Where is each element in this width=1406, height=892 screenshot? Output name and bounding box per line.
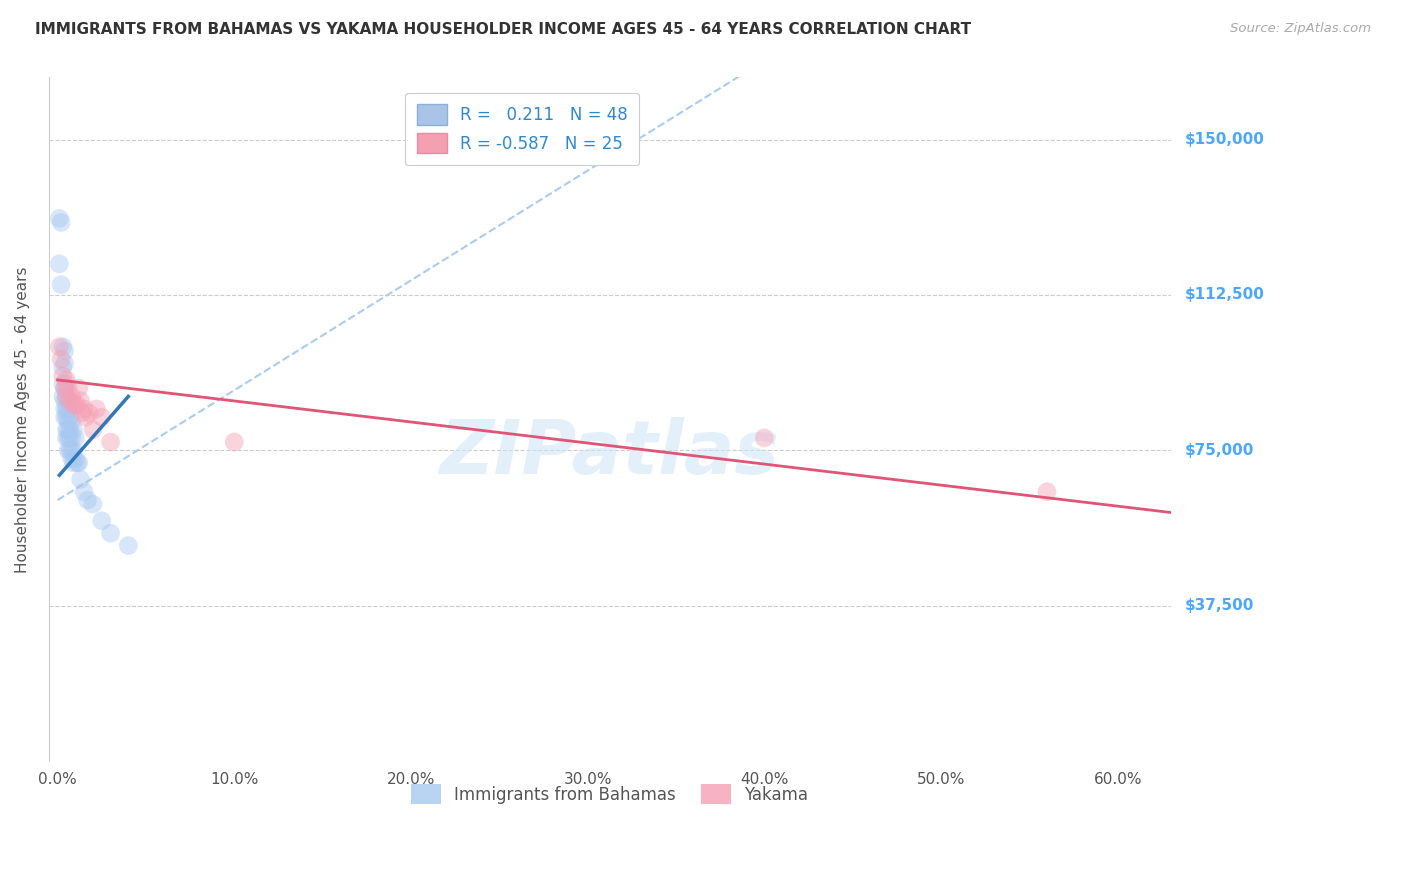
Point: [55, 401, 77, 416]
Point: [56, 393, 79, 408]
Point: [48, 340, 70, 354]
Text: $75,000: $75,000: [1185, 442, 1254, 458]
Point: [65, 451, 87, 466]
Point: [82, 497, 104, 511]
Point: [79, 406, 101, 420]
Point: [56, 414, 79, 428]
Point: [52, 368, 75, 383]
Point: [53, 410, 76, 425]
Point: [90, 514, 112, 528]
Point: [66, 456, 89, 470]
Point: [62, 456, 84, 470]
Point: [100, 526, 122, 541]
Point: [55, 377, 77, 392]
Text: Source: ZipAtlas.com: Source: ZipAtlas.com: [1230, 22, 1371, 36]
Point: [65, 431, 87, 445]
Point: [60, 431, 83, 445]
Point: [62, 443, 84, 458]
Point: [48, 211, 70, 226]
Point: [56, 401, 79, 416]
Point: [53, 393, 76, 408]
Point: [60, 414, 83, 428]
Text: $150,000: $150,000: [1185, 132, 1264, 147]
Point: [55, 373, 77, 387]
Point: [48, 257, 70, 271]
Point: [76, 493, 98, 508]
Text: IMMIGRANTS FROM BAHAMAS VS YAKAMA HOUSEHOLDER INCOME AGES 45 - 64 YEARS CORRELAT: IMMIGRANTS FROM BAHAMAS VS YAKAMA HOUSEH…: [35, 22, 972, 37]
Point: [59, 423, 82, 437]
Point: [72, 406, 94, 420]
Point: [59, 410, 82, 425]
Point: [52, 340, 75, 354]
Point: [56, 423, 79, 437]
Point: [75, 410, 97, 425]
Point: [49, 277, 72, 292]
Point: [55, 389, 77, 403]
Point: [53, 381, 76, 395]
Point: [60, 389, 83, 403]
Point: [55, 389, 77, 403]
Point: [52, 360, 75, 375]
Point: [754, 431, 776, 445]
Point: [53, 343, 76, 358]
Point: [60, 451, 83, 466]
Text: $112,500: $112,500: [1185, 287, 1264, 302]
Point: [117, 539, 139, 553]
Point: [53, 356, 76, 370]
Point: [53, 401, 76, 416]
Point: [59, 431, 82, 445]
Text: ZIPatlas: ZIPatlas: [440, 417, 780, 490]
Point: [73, 401, 96, 416]
Point: [66, 398, 89, 412]
Point: [59, 443, 82, 458]
Point: [52, 377, 75, 392]
Point: [1036, 484, 1059, 499]
Point: [55, 410, 77, 425]
Point: [59, 393, 82, 408]
Point: [52, 389, 75, 403]
Point: [62, 423, 84, 437]
Text: $37,500: $37,500: [1185, 599, 1254, 613]
Point: [69, 472, 91, 486]
Point: [224, 435, 246, 450]
Point: [65, 398, 87, 412]
Point: [82, 423, 104, 437]
Point: [67, 381, 90, 395]
Point: [53, 381, 76, 395]
Point: [69, 393, 91, 408]
Point: [56, 431, 79, 445]
Point: [90, 410, 112, 425]
Point: [100, 435, 122, 450]
Point: [55, 431, 77, 445]
Y-axis label: Householder Income Ages 45 - 64 years: Householder Income Ages 45 - 64 years: [15, 266, 30, 573]
Point: [49, 352, 72, 367]
Point: [67, 456, 90, 470]
Point: [86, 401, 108, 416]
Point: [56, 381, 79, 395]
Point: [55, 423, 77, 437]
Point: [73, 484, 96, 499]
Legend: Immigrants from Bahamas, Yakama: Immigrants from Bahamas, Yakama: [401, 774, 818, 814]
Point: [60, 443, 83, 458]
Point: [56, 443, 79, 458]
Point: [62, 398, 84, 412]
Point: [49, 215, 72, 229]
